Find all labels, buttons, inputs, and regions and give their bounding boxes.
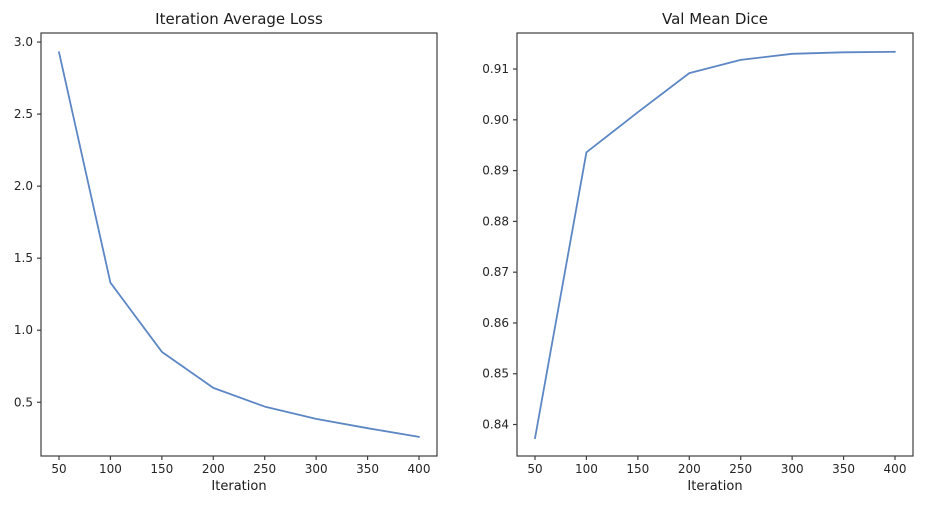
x-axis-label: Iteration <box>211 479 266 494</box>
x-tick-label: 200 <box>678 462 701 476</box>
y-tick-label: 0.89 <box>482 164 509 178</box>
loss-chart-svg: Iteration Average Loss 50 100 150 200 250 300 3… <box>14 10 438 494</box>
x-tick-label: 50 <box>51 462 66 476</box>
x-tick-label: 200 <box>202 462 225 476</box>
y-tick-label: 2.0 <box>14 179 33 193</box>
x-tick-label: 50 <box>527 462 542 476</box>
y-tick-label: 1.0 <box>14 323 33 337</box>
loss-chart: Iteration Average Loss 50 100 150 200 250 300 3… <box>14 10 438 494</box>
y-tick-label: 0.88 <box>482 214 509 228</box>
y-tick-label: 0.86 <box>482 316 509 330</box>
x-tick-label: 300 <box>781 462 804 476</box>
chart-title: Val Mean Dice <box>662 10 768 28</box>
x-tick-label: 250 <box>253 462 276 476</box>
x-tick-label: 100 <box>575 462 598 476</box>
y-tick-label: 3.0 <box>14 35 33 49</box>
x-tick-label: 100 <box>99 462 122 476</box>
x-tick-label: 350 <box>832 462 855 476</box>
y-tick-label: 0.85 <box>482 367 509 381</box>
series-line <box>534 50 896 440</box>
x-axis-label: Iteration <box>687 479 742 494</box>
x-tick-label: 250 <box>729 462 752 476</box>
x-tick-label: 400 <box>884 462 907 476</box>
x-tick-label: 400 <box>408 462 431 476</box>
x-tick-label: 150 <box>626 462 649 476</box>
series-line <box>58 51 420 438</box>
x-tick-label: 300 <box>305 462 328 476</box>
y-tick-label: 2.5 <box>14 107 33 121</box>
dice-chart-svg: Val Mean Dice 50 100 150 200 250 300 350 400 0.84… <box>482 10 914 494</box>
y-tick-label: 0.5 <box>14 395 33 409</box>
y-tick-label: 0.91 <box>482 62 509 76</box>
plot-spines <box>516 32 914 457</box>
y-tick-label: 0.87 <box>482 265 509 279</box>
x-tick-label: 350 <box>356 462 379 476</box>
y-tick-label: 1.5 <box>14 251 33 265</box>
y-tick-label: 0.90 <box>482 113 509 127</box>
x-tick-label: 150 <box>150 462 173 476</box>
dice-chart: Val Mean Dice 50 100 150 200 250 300 350 400 0.84… <box>470 0 940 508</box>
plot-spines <box>40 32 438 457</box>
chart-title: Iteration Average Loss <box>155 10 323 28</box>
y-tick-label: 0.84 <box>482 418 509 432</box>
